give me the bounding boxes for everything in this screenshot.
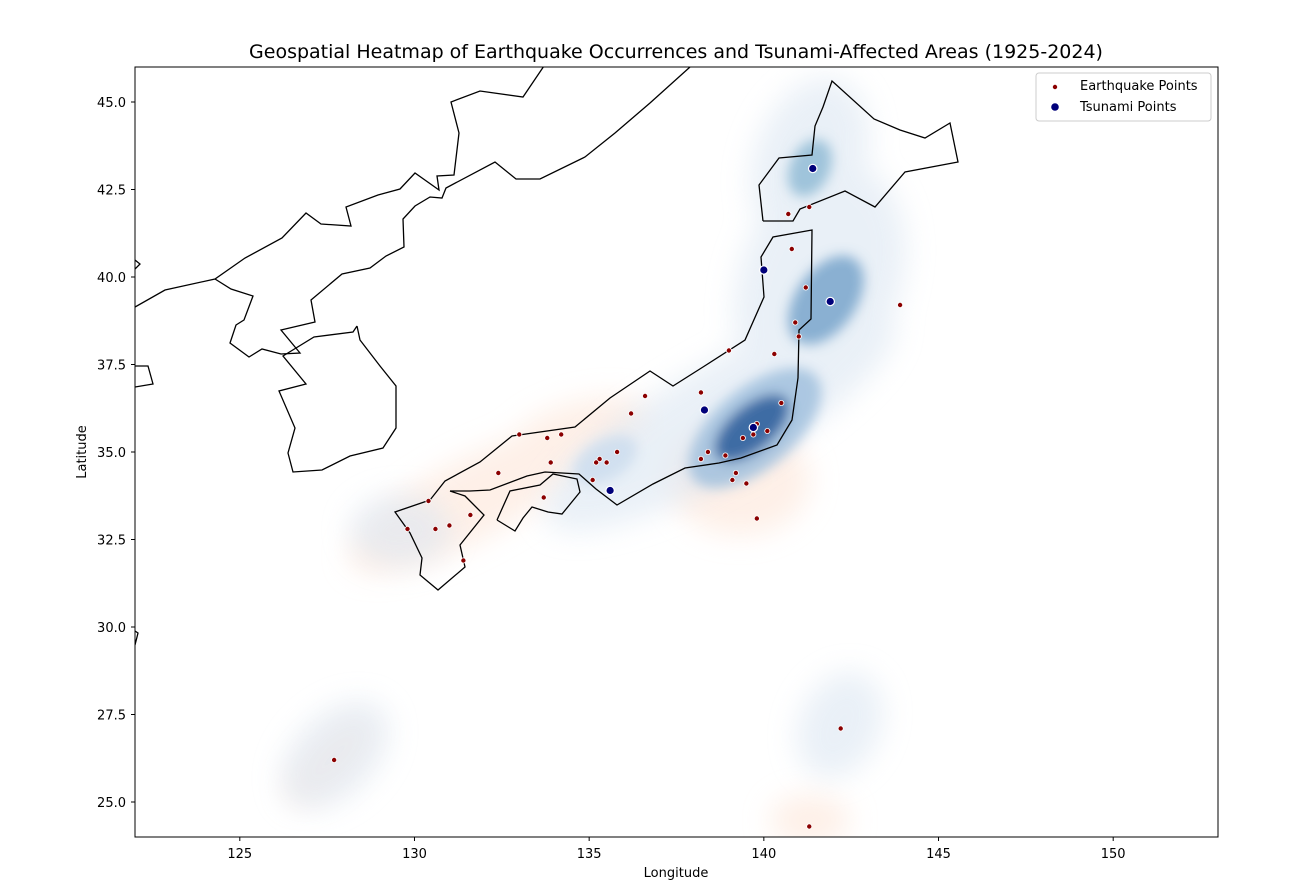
earthquake-point <box>750 431 757 438</box>
tsunami-points <box>605 163 836 496</box>
earthquake-point <box>603 459 610 466</box>
earthquake-point <box>404 526 411 533</box>
chart-title: Geospatial Heatmap of Earthquake Occurre… <box>249 41 1103 63</box>
coastline-china-east <box>135 365 154 388</box>
x-axis-label: Longitude <box>644 866 709 881</box>
coastline-hokkaido <box>758 79 959 222</box>
tsunami-density-layer <box>281 77 906 809</box>
x-tick-label: 150 <box>1101 847 1126 862</box>
earthquake-point <box>704 448 711 455</box>
earthquake-point <box>795 333 802 340</box>
tsunami-point <box>605 485 615 496</box>
earthquake-point <box>589 476 596 483</box>
y-tick-label: 32.5 <box>97 534 126 549</box>
earthquake-point <box>460 557 467 564</box>
earthquake-points <box>331 203 904 830</box>
earthquake-point <box>516 431 523 438</box>
earthquake-point <box>792 319 799 326</box>
y-tick-label: 40.0 <box>97 271 126 286</box>
y-tick-label: 45.0 <box>97 96 126 111</box>
x-tick-label: 130 <box>402 847 427 862</box>
tsunami-point <box>748 422 759 433</box>
earthquake-point <box>446 522 453 529</box>
legend: Earthquake Points Tsunami Points <box>1035 72 1212 122</box>
earthquake-point <box>802 284 809 291</box>
earthquake-point <box>722 452 729 459</box>
legend-earthquake-marker <box>1052 84 1058 90</box>
legend-box <box>1035 72 1212 122</box>
earthquake-point <box>596 455 603 462</box>
x-tick-label: 140 <box>751 847 776 862</box>
coastline-kyushu <box>393 490 485 591</box>
y-tick-label: 37.5 <box>97 359 126 374</box>
earthquake-point <box>897 301 904 308</box>
earthquake-point <box>432 526 439 533</box>
earthquake-point <box>743 480 750 487</box>
y-tick-label: 30.0 <box>97 621 126 636</box>
x-tick-label: 145 <box>926 847 951 862</box>
earthquake-point <box>753 515 760 522</box>
coastline-mainland-asia <box>135 67 545 308</box>
x-axis-ticks: 125 130 135 140 145 150 <box>227 837 1126 862</box>
earthquake-point <box>764 427 771 434</box>
earthquake-point <box>729 476 736 483</box>
legend-tsunami-marker <box>1051 103 1059 111</box>
earthquake-point <box>547 459 554 466</box>
earthquake-point <box>697 389 704 396</box>
earthquake-point <box>558 431 565 438</box>
y-tick-label: 25.0 <box>97 796 126 811</box>
earthquake-point <box>806 203 813 210</box>
legend-tsunami-label: Tsunami Points <box>1079 100 1177 115</box>
earthquake-point <box>540 494 547 501</box>
earthquake-point <box>806 823 813 830</box>
legend-earthquake-label: Earthquake Points <box>1080 79 1198 94</box>
earthquake-point <box>331 757 338 764</box>
y-tick-label: 27.5 <box>97 709 126 724</box>
quake-density-blob <box>770 795 850 837</box>
tsunami-point <box>699 405 710 415</box>
tsunami-density-blob <box>796 672 884 778</box>
earthquake-point <box>642 392 649 399</box>
coastline-china-south <box>135 259 141 270</box>
tsunami-density-blob <box>281 701 389 809</box>
earthquake-point <box>725 347 732 354</box>
y-axis-ticks: 25.0 27.5 30.0 32.5 35.0 37.5 40.0 42.5 45.0 <box>97 96 135 811</box>
earthquake-point <box>614 448 621 455</box>
earthquake-point <box>837 725 844 732</box>
earthquake-point <box>785 210 792 217</box>
tsunami-point <box>807 163 818 174</box>
plot-area <box>135 67 959 837</box>
earthquake-point <box>593 459 600 466</box>
earthquake-point <box>788 245 795 252</box>
earthquake-point <box>732 469 739 476</box>
earthquake-point <box>628 410 635 417</box>
tsunami-point <box>825 296 836 307</box>
x-tick-label: 125 <box>227 847 252 862</box>
coastline-honshu <box>429 229 813 506</box>
tsunami-point <box>759 265 769 275</box>
coastline-korea-south <box>278 325 397 473</box>
earthquake-point <box>495 469 502 476</box>
earthquake-point <box>778 399 785 406</box>
earthquake-point <box>697 455 704 462</box>
earthquake-point <box>771 350 778 357</box>
y-axis-label: Latitude <box>75 425 90 479</box>
y-tick-label: 35.0 <box>97 446 126 461</box>
earthquake-point <box>425 497 432 504</box>
x-tick-label: 135 <box>577 847 602 862</box>
y-tick-label: 42.5 <box>97 184 126 199</box>
tsunami-density-blob <box>350 495 450 565</box>
coastline-korea-north <box>214 67 691 358</box>
coastline-taiwan <box>135 630 139 646</box>
coastline-shikoku <box>496 473 581 532</box>
earthquake-point <box>544 434 551 441</box>
earthquake-point <box>467 512 474 519</box>
earthquake-point <box>739 434 746 441</box>
coastline-layer <box>135 67 959 646</box>
